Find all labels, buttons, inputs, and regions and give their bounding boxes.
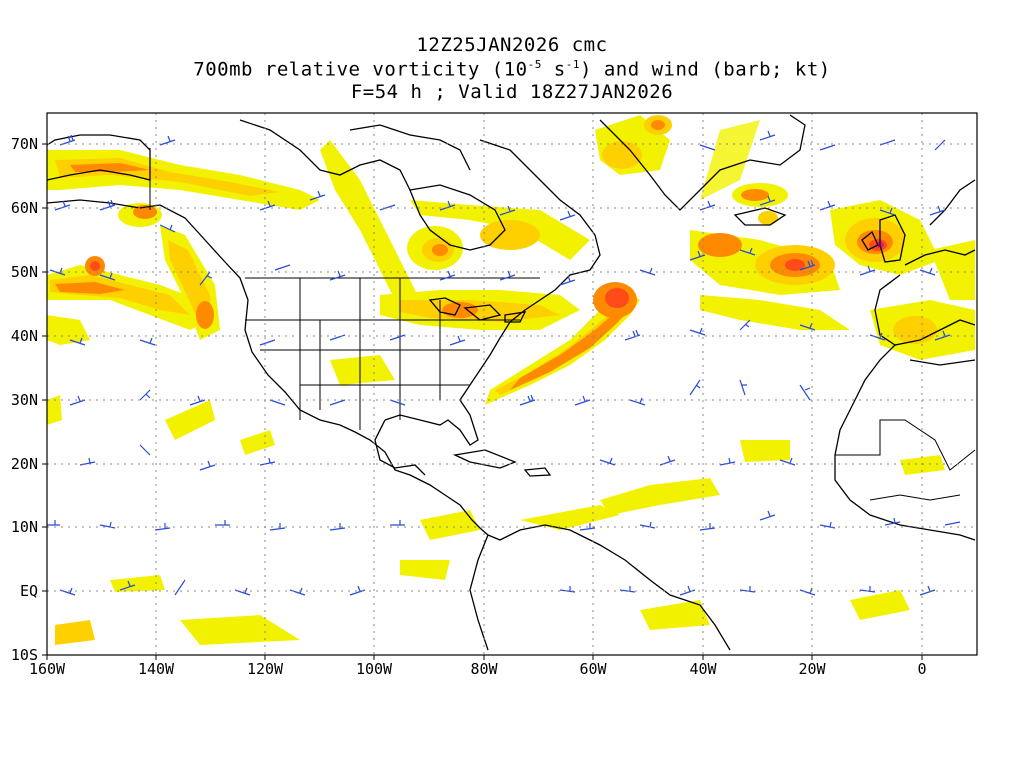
lon-label: 0 bbox=[917, 660, 926, 678]
lat-labels: 70N 60N 50N 40N 30N 20N 10N EQ 10S bbox=[11, 135, 38, 664]
lat-lon-grid bbox=[47, 113, 977, 655]
map-title-line-2: 700mb relative vorticity (10-5 s-1) and … bbox=[193, 58, 831, 81]
lat-label: 60N bbox=[11, 199, 38, 217]
vort-tropical-atlantic bbox=[600, 478, 720, 515]
lon-labels: 160W 140W 120W 100W 80W 60W 40W 20W 0 bbox=[29, 660, 927, 678]
map-title-line-1: 12Z25JAN2026 cmc bbox=[416, 34, 608, 56]
lon-label: 20W bbox=[798, 660, 826, 678]
lon-label: 100W bbox=[356, 660, 393, 678]
lon-label: 60W bbox=[579, 660, 607, 678]
lon-label: 40W bbox=[689, 660, 717, 678]
coast-africa bbox=[834, 344, 976, 541]
plot-frame bbox=[46, 112, 978, 656]
lat-label: 70N bbox=[11, 135, 38, 153]
lat-label: 30N bbox=[11, 391, 38, 409]
coast-us-east bbox=[384, 299, 541, 446]
us-borders bbox=[245, 277, 540, 430]
lat-label: 50N bbox=[11, 263, 38, 281]
lat-label: EQ bbox=[20, 582, 38, 600]
coastlines bbox=[47, 114, 976, 651]
lon-label: 120W bbox=[247, 660, 284, 678]
vort-canada bbox=[320, 140, 420, 310]
coast-greenland bbox=[599, 114, 806, 211]
lat-label: 20N bbox=[11, 455, 38, 473]
coast-hudson-bay bbox=[409, 184, 506, 251]
wind-barbs bbox=[47, 130, 961, 596]
lat-label: 10N bbox=[11, 518, 38, 536]
axis-ticks bbox=[42, 143, 923, 660]
lon-label: 80W bbox=[470, 660, 498, 678]
lon-label: 160W bbox=[29, 660, 66, 678]
map-title-line-3: F=54 h ; Valid 18Z27JAN2026 bbox=[350, 81, 674, 103]
vorticity-shading bbox=[47, 115, 975, 645]
coast-north-america-west bbox=[47, 199, 489, 536]
lat-label: 40N bbox=[11, 327, 38, 345]
lat-label: 10S bbox=[11, 646, 38, 664]
lon-label: 140W bbox=[138, 660, 175, 678]
coast-south-america bbox=[469, 524, 731, 651]
